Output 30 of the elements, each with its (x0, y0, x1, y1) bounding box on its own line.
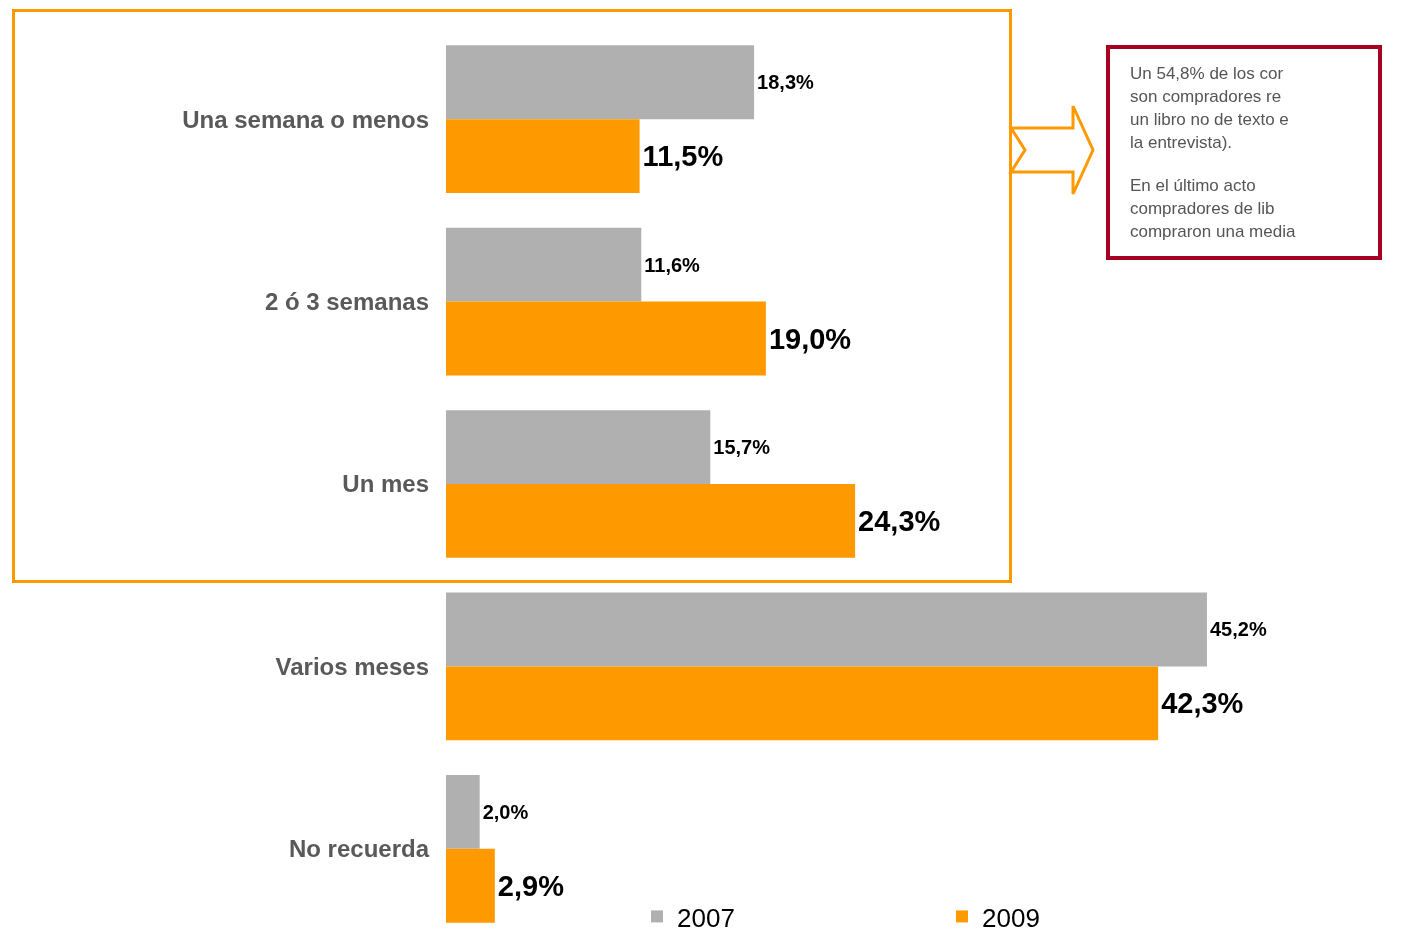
bar (446, 666, 1159, 741)
text-box: Un 54,8% de los cor son compradores re un libro no de texto e la entrevista). En el último acto compradores de lib compraron una media (1106, 45, 1382, 260)
data-label: 19,0% (768, 322, 852, 355)
bar (446, 774, 480, 849)
y-tick-label: Un mes (342, 470, 429, 498)
data-label: 15,7% (713, 436, 771, 459)
y-tick-label: 2 ó 3 semanas (264, 288, 429, 315)
bar (446, 484, 856, 558)
bar (446, 301, 766, 376)
bar (446, 227, 642, 302)
data-label: 45,2% (1209, 618, 1267, 641)
data-label: 11,6% (644, 253, 701, 276)
bar (446, 410, 711, 484)
bar (446, 592, 1207, 667)
y-tick-label: Varios meses (275, 652, 429, 680)
annotation: En el último acto compradores de lib compraron una media (1130, 174, 1297, 243)
legend-label: 2007 (677, 902, 735, 933)
data-label: 24,3% (858, 504, 941, 537)
bar (446, 119, 640, 194)
y-tick-label: Una semana o menos (182, 105, 429, 133)
legend-label: 2009 (982, 902, 1040, 933)
data-label: 18,3% (757, 71, 815, 94)
y-tick-label: No recuerda (288, 835, 430, 863)
data-label: 2,0% (482, 800, 529, 823)
data-label: 11,5% (642, 140, 724, 173)
data-label: 2,9% (497, 869, 565, 902)
bar (446, 848, 495, 923)
bar (446, 45, 755, 120)
data-label: 42,3% (1161, 687, 1244, 720)
annotation: Un 54,8% de los cor son compradores re un libro no de texto e la entrevista). (1130, 63, 1290, 154)
